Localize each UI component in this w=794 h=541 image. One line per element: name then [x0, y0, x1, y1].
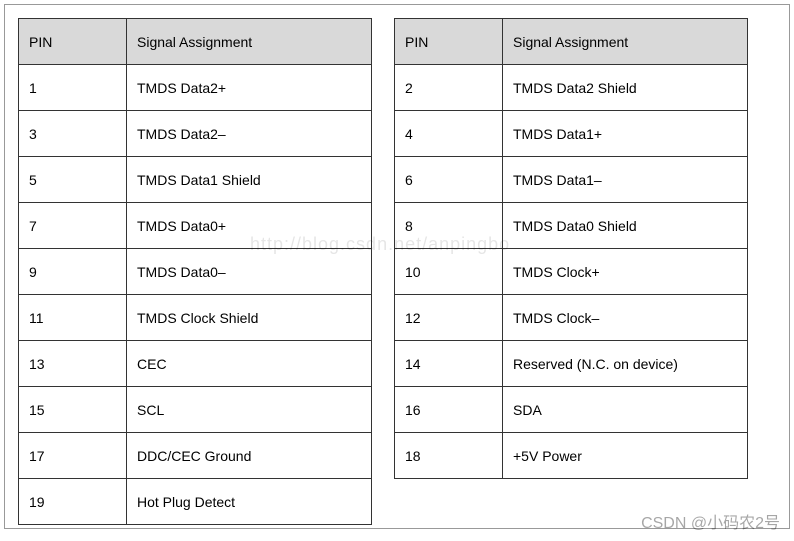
table-row: 13CEC [19, 341, 372, 387]
cell-pin: 6 [395, 157, 503, 203]
cell-signal: +5V Power [503, 433, 748, 479]
table-row: 15SCL [19, 387, 372, 433]
table-row: 9TMDS Data0– [19, 249, 372, 295]
cell-signal: TMDS Data1+ [503, 111, 748, 157]
cell-signal: SCL [127, 387, 372, 433]
tables-container: PIN Signal Assignment 1TMDS Data2+ 3TMDS… [8, 8, 786, 525]
cell-pin: 15 [19, 387, 127, 433]
cell-signal: TMDS Data0 Shield [503, 203, 748, 249]
cell-pin: 13 [19, 341, 127, 387]
cell-signal: TMDS Clock– [503, 295, 748, 341]
table-row: 17DDC/CEC Ground [19, 433, 372, 479]
table-row: 18+5V Power [395, 433, 748, 479]
table-row: 2TMDS Data2 Shield [395, 65, 748, 111]
cell-pin: 19 [19, 479, 127, 525]
cell-signal: TMDS Data2– [127, 111, 372, 157]
cell-pin: 18 [395, 433, 503, 479]
table-row: 7TMDS Data0+ [19, 203, 372, 249]
table-row: 10TMDS Clock+ [395, 249, 748, 295]
col-header-signal: Signal Assignment [127, 19, 372, 65]
col-header-pin: PIN [395, 19, 503, 65]
cell-signal: SDA [503, 387, 748, 433]
cell-pin: 8 [395, 203, 503, 249]
table-row: 4TMDS Data1+ [395, 111, 748, 157]
cell-signal: TMDS Data2 Shield [503, 65, 748, 111]
cell-pin: 11 [19, 295, 127, 341]
cell-signal: TMDS Data1 Shield [127, 157, 372, 203]
table-row: 1TMDS Data2+ [19, 65, 372, 111]
table-row: 6TMDS Data1– [395, 157, 748, 203]
cell-pin: 2 [395, 65, 503, 111]
cell-signal: TMDS Data0– [127, 249, 372, 295]
pin-table-right: PIN Signal Assignment 2TMDS Data2 Shield… [394, 18, 748, 479]
cell-pin: 7 [19, 203, 127, 249]
table-row: 12TMDS Clock– [395, 295, 748, 341]
cell-pin: 16 [395, 387, 503, 433]
table-header-row: PIN Signal Assignment [19, 19, 372, 65]
cell-pin: 10 [395, 249, 503, 295]
cell-signal: TMDS Data1– [503, 157, 748, 203]
outer-frame: PIN Signal Assignment 1TMDS Data2+ 3TMDS… [4, 4, 790, 529]
cell-pin: 17 [19, 433, 127, 479]
table-row: 5TMDS Data1 Shield [19, 157, 372, 203]
cell-signal: Reserved (N.C. on device) [503, 341, 748, 387]
cell-pin: 12 [395, 295, 503, 341]
cell-signal: TMDS Clock+ [503, 249, 748, 295]
cell-pin: 5 [19, 157, 127, 203]
table-row: 19Hot Plug Detect [19, 479, 372, 525]
pin-table-left: PIN Signal Assignment 1TMDS Data2+ 3TMDS… [18, 18, 372, 525]
table-row: 14Reserved (N.C. on device) [395, 341, 748, 387]
table-header-row: PIN Signal Assignment [395, 19, 748, 65]
col-header-pin: PIN [19, 19, 127, 65]
table-row: 16SDA [395, 387, 748, 433]
table-row: 11TMDS Clock Shield [19, 295, 372, 341]
col-header-signal: Signal Assignment [503, 19, 748, 65]
cell-pin: 3 [19, 111, 127, 157]
cell-pin: 9 [19, 249, 127, 295]
cell-signal: CEC [127, 341, 372, 387]
cell-signal: TMDS Data0+ [127, 203, 372, 249]
cell-signal: TMDS Clock Shield [127, 295, 372, 341]
table-row: 8TMDS Data0 Shield [395, 203, 748, 249]
cell-signal: TMDS Data2+ [127, 65, 372, 111]
cell-pin: 1 [19, 65, 127, 111]
cell-pin: 4 [395, 111, 503, 157]
table-row: 3TMDS Data2– [19, 111, 372, 157]
cell-signal: DDC/CEC Ground [127, 433, 372, 479]
cell-pin: 14 [395, 341, 503, 387]
cell-signal: Hot Plug Detect [127, 479, 372, 525]
